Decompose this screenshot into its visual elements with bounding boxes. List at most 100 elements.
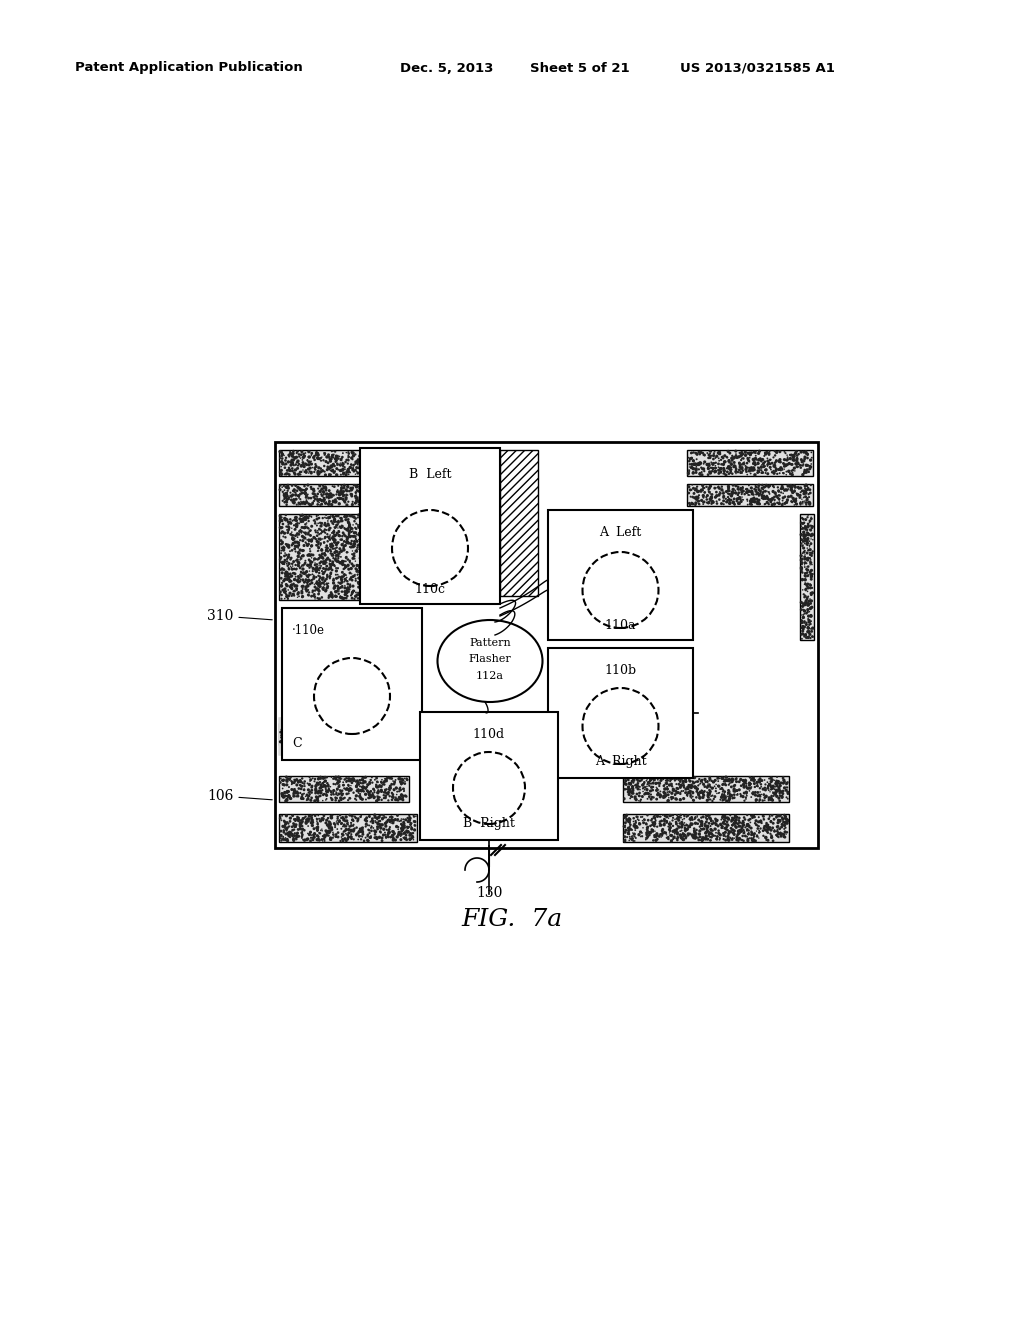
Point: [763, 779, 779, 800]
Point: [736, 783, 753, 804]
Point: [797, 574, 813, 595]
Point: [286, 569, 302, 590]
Point: [788, 455, 805, 477]
Point: [304, 725, 321, 746]
Point: [733, 450, 750, 471]
Point: [355, 520, 372, 541]
Point: [278, 487, 294, 508]
Point: [722, 483, 738, 504]
Point: [718, 465, 734, 486]
Point: [299, 507, 315, 528]
Point: [771, 779, 787, 800]
Point: [652, 770, 669, 791]
Point: [389, 781, 406, 803]
Point: [361, 552, 378, 573]
Point: [295, 451, 311, 473]
Point: [735, 480, 752, 502]
Point: [656, 821, 673, 842]
Point: [329, 453, 345, 474]
Point: [330, 548, 346, 569]
Point: [273, 457, 290, 478]
Point: [348, 776, 365, 797]
Point: [296, 444, 312, 465]
Point: [285, 731, 301, 752]
Point: [685, 442, 701, 463]
Point: [299, 729, 315, 750]
Point: [717, 445, 733, 466]
Bar: [279, 776, 409, 803]
Point: [274, 553, 291, 574]
Point: [408, 805, 424, 826]
Point: [723, 490, 739, 511]
Point: [352, 515, 369, 536]
Point: [347, 788, 364, 809]
Point: [313, 546, 330, 568]
Point: [321, 775, 337, 796]
Point: [775, 783, 792, 804]
Point: [300, 565, 316, 586]
Point: [700, 787, 717, 808]
Point: [688, 455, 705, 477]
Point: [356, 776, 373, 797]
Point: [345, 454, 361, 475]
Point: [369, 747, 385, 768]
Point: [622, 826, 638, 847]
Point: [737, 771, 754, 792]
Point: [291, 486, 307, 507]
Point: [286, 558, 302, 579]
Point: [726, 779, 742, 800]
Point: [731, 487, 748, 508]
Point: [318, 809, 335, 830]
Point: [802, 539, 818, 560]
Point: [797, 594, 813, 615]
Point: [371, 776, 387, 797]
Point: [386, 779, 402, 800]
Point: [342, 777, 358, 799]
Point: [356, 569, 373, 590]
Point: [699, 454, 716, 475]
Point: [352, 821, 369, 842]
Point: [322, 726, 338, 747]
Point: [338, 484, 354, 506]
Point: [764, 788, 780, 809]
Point: [799, 548, 815, 569]
Point: [364, 545, 380, 566]
Point: [361, 807, 378, 828]
Point: [398, 809, 415, 830]
Point: [772, 441, 788, 462]
Point: [326, 722, 342, 743]
Point: [709, 478, 725, 499]
Point: [742, 445, 759, 466]
Point: [770, 812, 786, 833]
Point: [755, 482, 771, 503]
Point: [331, 810, 347, 832]
Point: [291, 723, 307, 744]
Point: [761, 477, 777, 498]
Point: [280, 536, 296, 557]
Point: [360, 517, 377, 539]
Point: [342, 779, 358, 800]
Point: [721, 453, 737, 474]
Point: [690, 775, 707, 796]
Point: [702, 830, 719, 851]
Point: [387, 770, 403, 791]
Point: [313, 587, 330, 609]
Point: [705, 491, 721, 512]
Point: [636, 774, 652, 795]
Point: [724, 463, 740, 484]
Point: [667, 784, 683, 805]
Point: [340, 719, 356, 741]
Point: [284, 458, 300, 479]
Point: [796, 491, 812, 512]
Point: [352, 487, 369, 508]
Point: [715, 807, 731, 828]
Point: [285, 581, 301, 602]
Point: [738, 482, 755, 503]
Bar: [500, 450, 538, 597]
Point: [356, 730, 373, 751]
Point: [385, 787, 401, 808]
Point: [365, 810, 381, 832]
Point: [707, 770, 723, 791]
Point: [646, 770, 663, 791]
Point: [369, 578, 385, 599]
